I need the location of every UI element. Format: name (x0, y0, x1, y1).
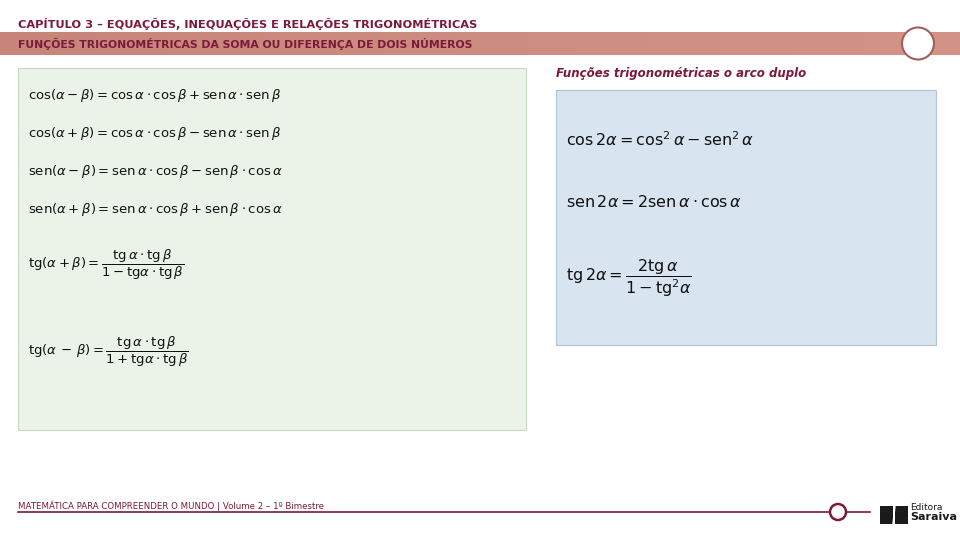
FancyBboxPatch shape (648, 32, 672, 55)
FancyBboxPatch shape (432, 32, 456, 55)
Text: FUNÇÕES TRIGONOMÉTRICAS DA SOMA OU DIFERENÇA DE DOIS NÚMEROS: FUNÇÕES TRIGONOMÉTRICAS DA SOMA OU DIFER… (18, 37, 472, 50)
FancyBboxPatch shape (556, 90, 936, 345)
FancyBboxPatch shape (840, 32, 864, 55)
FancyBboxPatch shape (0, 32, 960, 55)
FancyBboxPatch shape (672, 32, 696, 55)
FancyBboxPatch shape (192, 32, 216, 55)
Text: MATEMÁTICA PARA COMPREENDER O MUNDO | Volume 2 – 1º Bimestre: MATEMÁTICA PARA COMPREENDER O MUNDO | Vo… (18, 501, 324, 511)
FancyBboxPatch shape (600, 32, 624, 55)
FancyBboxPatch shape (864, 32, 888, 55)
FancyBboxPatch shape (360, 32, 384, 55)
FancyBboxPatch shape (480, 32, 504, 55)
FancyBboxPatch shape (816, 32, 840, 55)
FancyBboxPatch shape (408, 32, 432, 55)
FancyBboxPatch shape (576, 32, 600, 55)
FancyBboxPatch shape (768, 32, 792, 55)
FancyBboxPatch shape (240, 32, 264, 55)
FancyBboxPatch shape (528, 32, 552, 55)
Text: $\mathrm{cos}(\alpha + \beta) = \mathrm{cos}\,\alpha \cdot \mathrm{cos}\,\beta -: $\mathrm{cos}(\alpha + \beta) = \mathrm{… (28, 125, 281, 141)
Text: Saraiva: Saraiva (910, 512, 957, 522)
FancyBboxPatch shape (312, 32, 336, 55)
FancyBboxPatch shape (880, 506, 893, 524)
FancyBboxPatch shape (895, 506, 908, 524)
Text: $\mathrm{tg}(\alpha\,-\,\beta) = \dfrac{\mathrm{tg}\,\alpha \cdot \mathrm{tg}\,\: $\mathrm{tg}(\alpha\,-\,\beta) = \dfrac{… (28, 335, 188, 369)
Text: $\mathrm{tg}(\alpha + \beta) = \dfrac{\mathrm{tg}\,\alpha \cdot \mathrm{tg}\,\be: $\mathrm{tg}(\alpha + \beta) = \dfrac{\m… (28, 248, 184, 282)
Text: $\mathrm{sen}(\alpha + \beta) = \mathrm{sen}\,\alpha \cdot \mathrm{cos}\,\beta +: $\mathrm{sen}(\alpha + \beta) = \mathrm{… (28, 200, 283, 218)
Text: $\mathrm{cos}(\alpha - \beta) = \mathrm{cos}\,\alpha \cdot \mathrm{cos}\,\beta +: $\mathrm{cos}(\alpha - \beta) = \mathrm{… (28, 86, 281, 104)
Text: Editora: Editora (910, 503, 943, 511)
Text: $\mathrm{sen}(\alpha - \beta) = \mathrm{sen}\,\alpha \cdot \mathrm{cos}\,\beta -: $\mathrm{sen}(\alpha - \beta) = \mathrm{… (28, 163, 283, 179)
Text: $\mathrm{sen}\,2\alpha = 2\mathrm{sen}\,\alpha \cdot \mathrm{cos}\,\alpha$: $\mathrm{sen}\,2\alpha = 2\mathrm{sen}\,… (566, 194, 742, 210)
Text: $\mathrm{cos}\,2\alpha = \mathrm{cos}^2\,\alpha - \mathrm{sen}^2\,\alpha$: $\mathrm{cos}\,2\alpha = \mathrm{cos}^2\… (566, 131, 755, 150)
FancyBboxPatch shape (216, 32, 240, 55)
FancyBboxPatch shape (384, 32, 408, 55)
FancyBboxPatch shape (888, 32, 912, 55)
Text: CAPÍTULO 3 – EQUAÇÕES, INEQUAÇÕES E RELAÇÕES TRIGONOMÉTRICAS: CAPÍTULO 3 – EQUAÇÕES, INEQUAÇÕES E RELA… (18, 18, 477, 30)
FancyBboxPatch shape (624, 32, 648, 55)
FancyBboxPatch shape (792, 32, 816, 55)
FancyBboxPatch shape (168, 32, 192, 55)
FancyBboxPatch shape (144, 32, 168, 55)
Text: Funções trigonométricas o arco duplo: Funções trigonométricas o arco duplo (556, 67, 806, 80)
Circle shape (902, 28, 934, 59)
FancyBboxPatch shape (744, 32, 768, 55)
FancyBboxPatch shape (456, 32, 480, 55)
FancyBboxPatch shape (696, 32, 720, 55)
Text: $\mathrm{tg}\,2\alpha = \dfrac{2\mathrm{tg}\,\alpha}{1-\mathrm{tg}^2\alpha}$: $\mathrm{tg}\,2\alpha = \dfrac{2\mathrm{… (566, 257, 692, 299)
FancyBboxPatch shape (936, 32, 960, 55)
FancyBboxPatch shape (336, 32, 360, 55)
FancyBboxPatch shape (552, 32, 576, 55)
FancyBboxPatch shape (504, 32, 528, 55)
FancyBboxPatch shape (912, 32, 936, 55)
FancyBboxPatch shape (288, 32, 312, 55)
FancyBboxPatch shape (720, 32, 744, 55)
Circle shape (907, 32, 929, 55)
FancyBboxPatch shape (18, 68, 526, 430)
FancyBboxPatch shape (264, 32, 288, 55)
Circle shape (830, 504, 846, 520)
